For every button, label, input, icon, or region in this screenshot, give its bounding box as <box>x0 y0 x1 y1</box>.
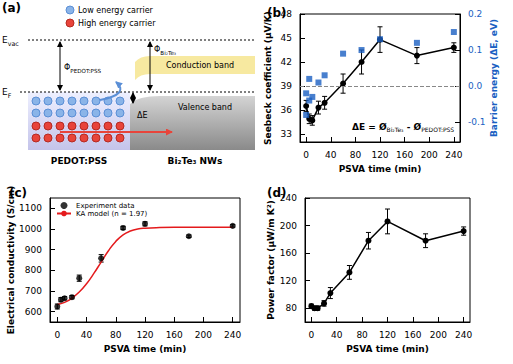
svg-text:80: 80 <box>350 150 362 160</box>
svg-text:0: 0 <box>54 330 60 340</box>
svg-text:Barrier energy (ΔE, eV): Barrier energy (ΔE, eV) <box>489 19 499 137</box>
svg-text:-0.1: -0.1 <box>468 117 486 127</box>
svg-text:200: 200 <box>421 150 438 160</box>
svg-text:160: 160 <box>166 330 183 340</box>
svg-text:120: 120 <box>379 330 396 340</box>
svg-text:PSVA time (min): PSVA time (min) <box>339 164 422 174</box>
svg-text:200: 200 <box>430 330 447 340</box>
svg-text:(c): (c) <box>9 186 27 200</box>
svg-text:0.0: 0.0 <box>468 81 483 91</box>
svg-text:Seebeck coefficient (μV/K): Seebeck coefficient (μV/K) <box>263 11 273 145</box>
svg-text:120: 120 <box>371 150 388 160</box>
svg-text:PEDOT:PSS: PEDOT:PSS <box>421 126 454 133</box>
svg-text:120: 120 <box>136 330 153 340</box>
svg-text:160: 160 <box>280 248 297 258</box>
svg-text:40: 40 <box>331 330 343 340</box>
svg-text:160: 160 <box>404 330 421 340</box>
svg-text:(d): (d) <box>267 186 287 200</box>
svg-text:(a): (a) <box>2 1 21 15</box>
svg-text:80: 80 <box>356 330 368 340</box>
svg-text:120: 120 <box>280 276 297 286</box>
svg-text:42: 42 <box>281 57 292 67</box>
svg-text:900: 900 <box>25 245 42 255</box>
svg-text:PSVA time (min): PSVA time (min) <box>346 344 429 354</box>
svg-text:39: 39 <box>281 81 293 91</box>
svg-text:200: 200 <box>195 330 212 340</box>
svg-text:Conduction band: Conduction band <box>166 61 234 70</box>
svg-text:700: 700 <box>25 286 42 296</box>
svg-text:40: 40 <box>325 150 337 160</box>
svg-text:0.1: 0.1 <box>468 45 482 55</box>
svg-text:PSVA time (min): PSVA time (min) <box>104 344 187 354</box>
svg-text:EF: EF <box>2 87 12 99</box>
svg-text:ΔE: ΔE <box>137 111 148 120</box>
svg-text:Evac: Evac <box>2 35 19 47</box>
svg-text:800: 800 <box>25 265 42 275</box>
svg-text:PEDOT:PSS: PEDOT:PSS <box>51 156 107 166</box>
svg-text:0: 0 <box>308 330 314 340</box>
svg-text:600: 600 <box>25 307 42 317</box>
svg-text:0.2: 0.2 <box>468 9 482 19</box>
svg-text:High energy carrier: High energy carrier <box>78 19 156 28</box>
svg-text:80: 80 <box>110 330 122 340</box>
svg-text:40: 40 <box>81 330 93 340</box>
svg-text:240: 240 <box>455 330 472 340</box>
svg-text:1100: 1100 <box>19 203 42 213</box>
svg-text:(b): (b) <box>267 6 287 20</box>
svg-text:36: 36 <box>281 105 293 115</box>
svg-text:240: 240 <box>279 193 297 203</box>
svg-text:ΦBi₂Te₃: ΦBi₂Te₃ <box>154 45 176 56</box>
svg-text:KA model (n = 1.97): KA model (n = 1.97) <box>76 210 148 218</box>
svg-text:160: 160 <box>396 150 413 160</box>
svg-text:80: 80 <box>286 303 298 313</box>
svg-text:ΔE = Ø: ΔE = Ø <box>352 122 387 132</box>
svg-text:- Ø: - Ø <box>404 122 422 132</box>
svg-text:1000: 1000 <box>19 224 42 234</box>
svg-text:45: 45 <box>281 33 292 43</box>
svg-text:Bi₂Te₃: Bi₂Te₃ <box>387 126 405 133</box>
svg-text:240: 240 <box>224 330 241 340</box>
svg-text:Experiment data: Experiment data <box>76 202 134 210</box>
svg-text:Bi₂Te₃ NWs: Bi₂Te₃ NWs <box>168 156 223 166</box>
svg-text:Power factor (μW/m K²): Power factor (μW/m K²) <box>266 200 276 320</box>
svg-text:200: 200 <box>280 221 297 231</box>
svg-text:Low energy carrier: Low energy carrier <box>78 6 154 15</box>
svg-text:0: 0 <box>303 150 309 160</box>
svg-text:240: 240 <box>445 150 462 160</box>
svg-text:33: 33 <box>281 129 292 139</box>
svg-text:ΦPEDOT:PSS: ΦPEDOT:PSS <box>64 63 102 74</box>
svg-text:Electrical conductivity (S/cm): Electrical conductivity (S/cm) <box>6 186 16 335</box>
svg-text:Valence band: Valence band <box>178 103 232 112</box>
